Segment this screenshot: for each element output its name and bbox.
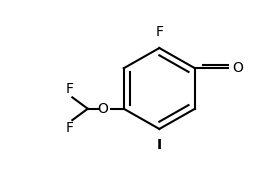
Text: O: O bbox=[232, 61, 243, 75]
Text: F: F bbox=[66, 82, 74, 96]
Text: F: F bbox=[66, 121, 74, 135]
Text: F: F bbox=[155, 25, 163, 39]
Text: I: I bbox=[157, 138, 162, 152]
Text: O: O bbox=[97, 102, 108, 116]
